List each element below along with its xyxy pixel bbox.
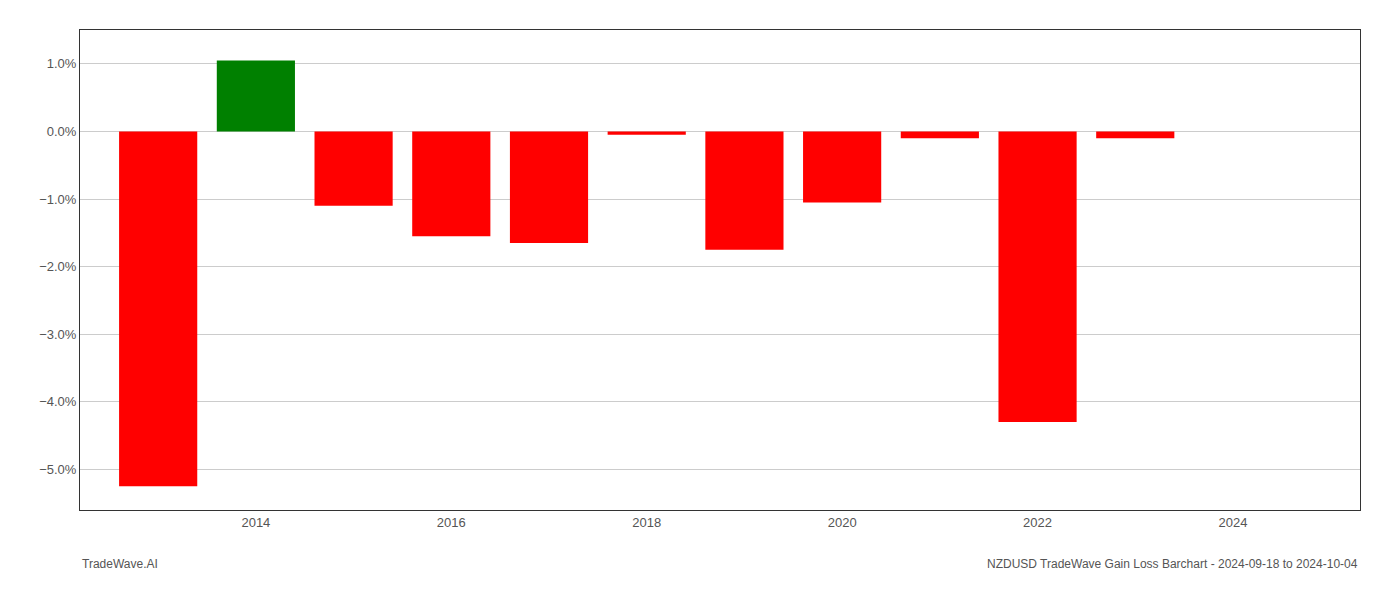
svg-text:−2.0%: −2.0% (39, 259, 77, 274)
svg-text:2024: 2024 (1219, 515, 1248, 530)
svg-text:0.0%: 0.0% (47, 124, 77, 139)
svg-text:2022: 2022 (1023, 515, 1052, 530)
svg-text:2020: 2020 (828, 515, 857, 530)
svg-text:2016: 2016 (437, 515, 466, 530)
svg-text:−4.0%: −4.0% (39, 394, 77, 409)
svg-text:−5.0%: −5.0% (39, 462, 77, 477)
svg-text:NZDUSD TradeWave Gain Loss Bar: NZDUSD TradeWave Gain Loss Barchart - 20… (987, 557, 1358, 571)
svg-text:2018: 2018 (632, 515, 661, 530)
svg-text:−3.0%: −3.0% (39, 327, 77, 342)
svg-text:TradeWave.AI: TradeWave.AI (82, 557, 158, 571)
svg-text:−1.0%: −1.0% (39, 192, 77, 207)
svg-text:1.0%: 1.0% (47, 56, 77, 71)
svg-text:2014: 2014 (241, 515, 270, 530)
